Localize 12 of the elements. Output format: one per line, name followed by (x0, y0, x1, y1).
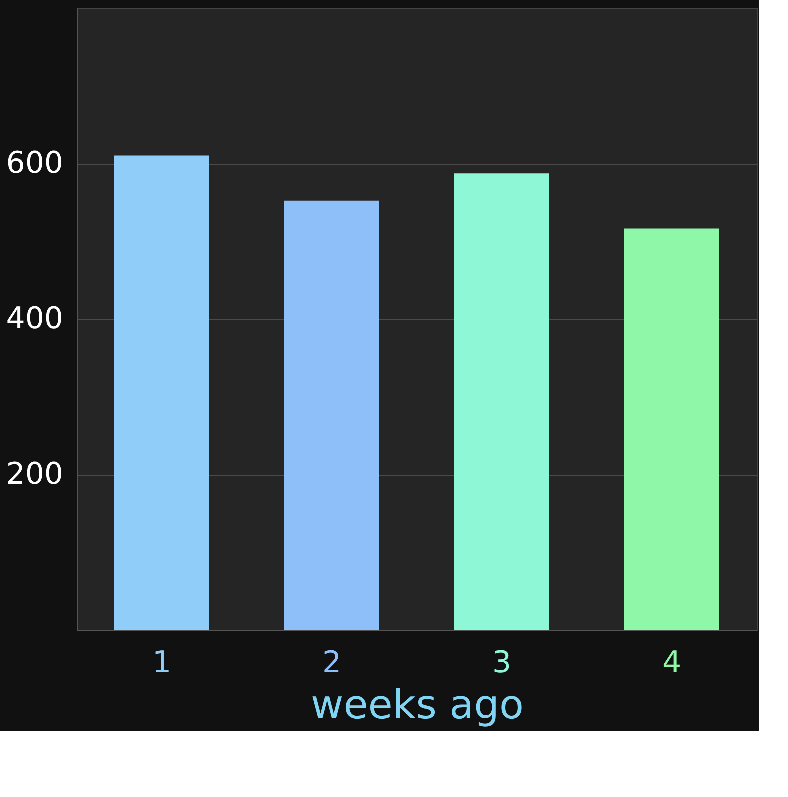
bar (114, 156, 210, 630)
bar (624, 228, 720, 630)
x-tick-label: 1 (152, 646, 172, 680)
y-tick-label: 400 (6, 302, 64, 336)
y-tick-label: 600 (6, 146, 64, 181)
bar (284, 200, 380, 630)
y-tick-label: 200 (6, 457, 64, 492)
x-axis-title: weeks ago (310, 682, 524, 728)
bar (454, 174, 550, 630)
x-tick-label: 4 (662, 646, 682, 680)
x-tick-label: 2 (322, 646, 342, 680)
x-tick-label: 3 (492, 646, 512, 680)
